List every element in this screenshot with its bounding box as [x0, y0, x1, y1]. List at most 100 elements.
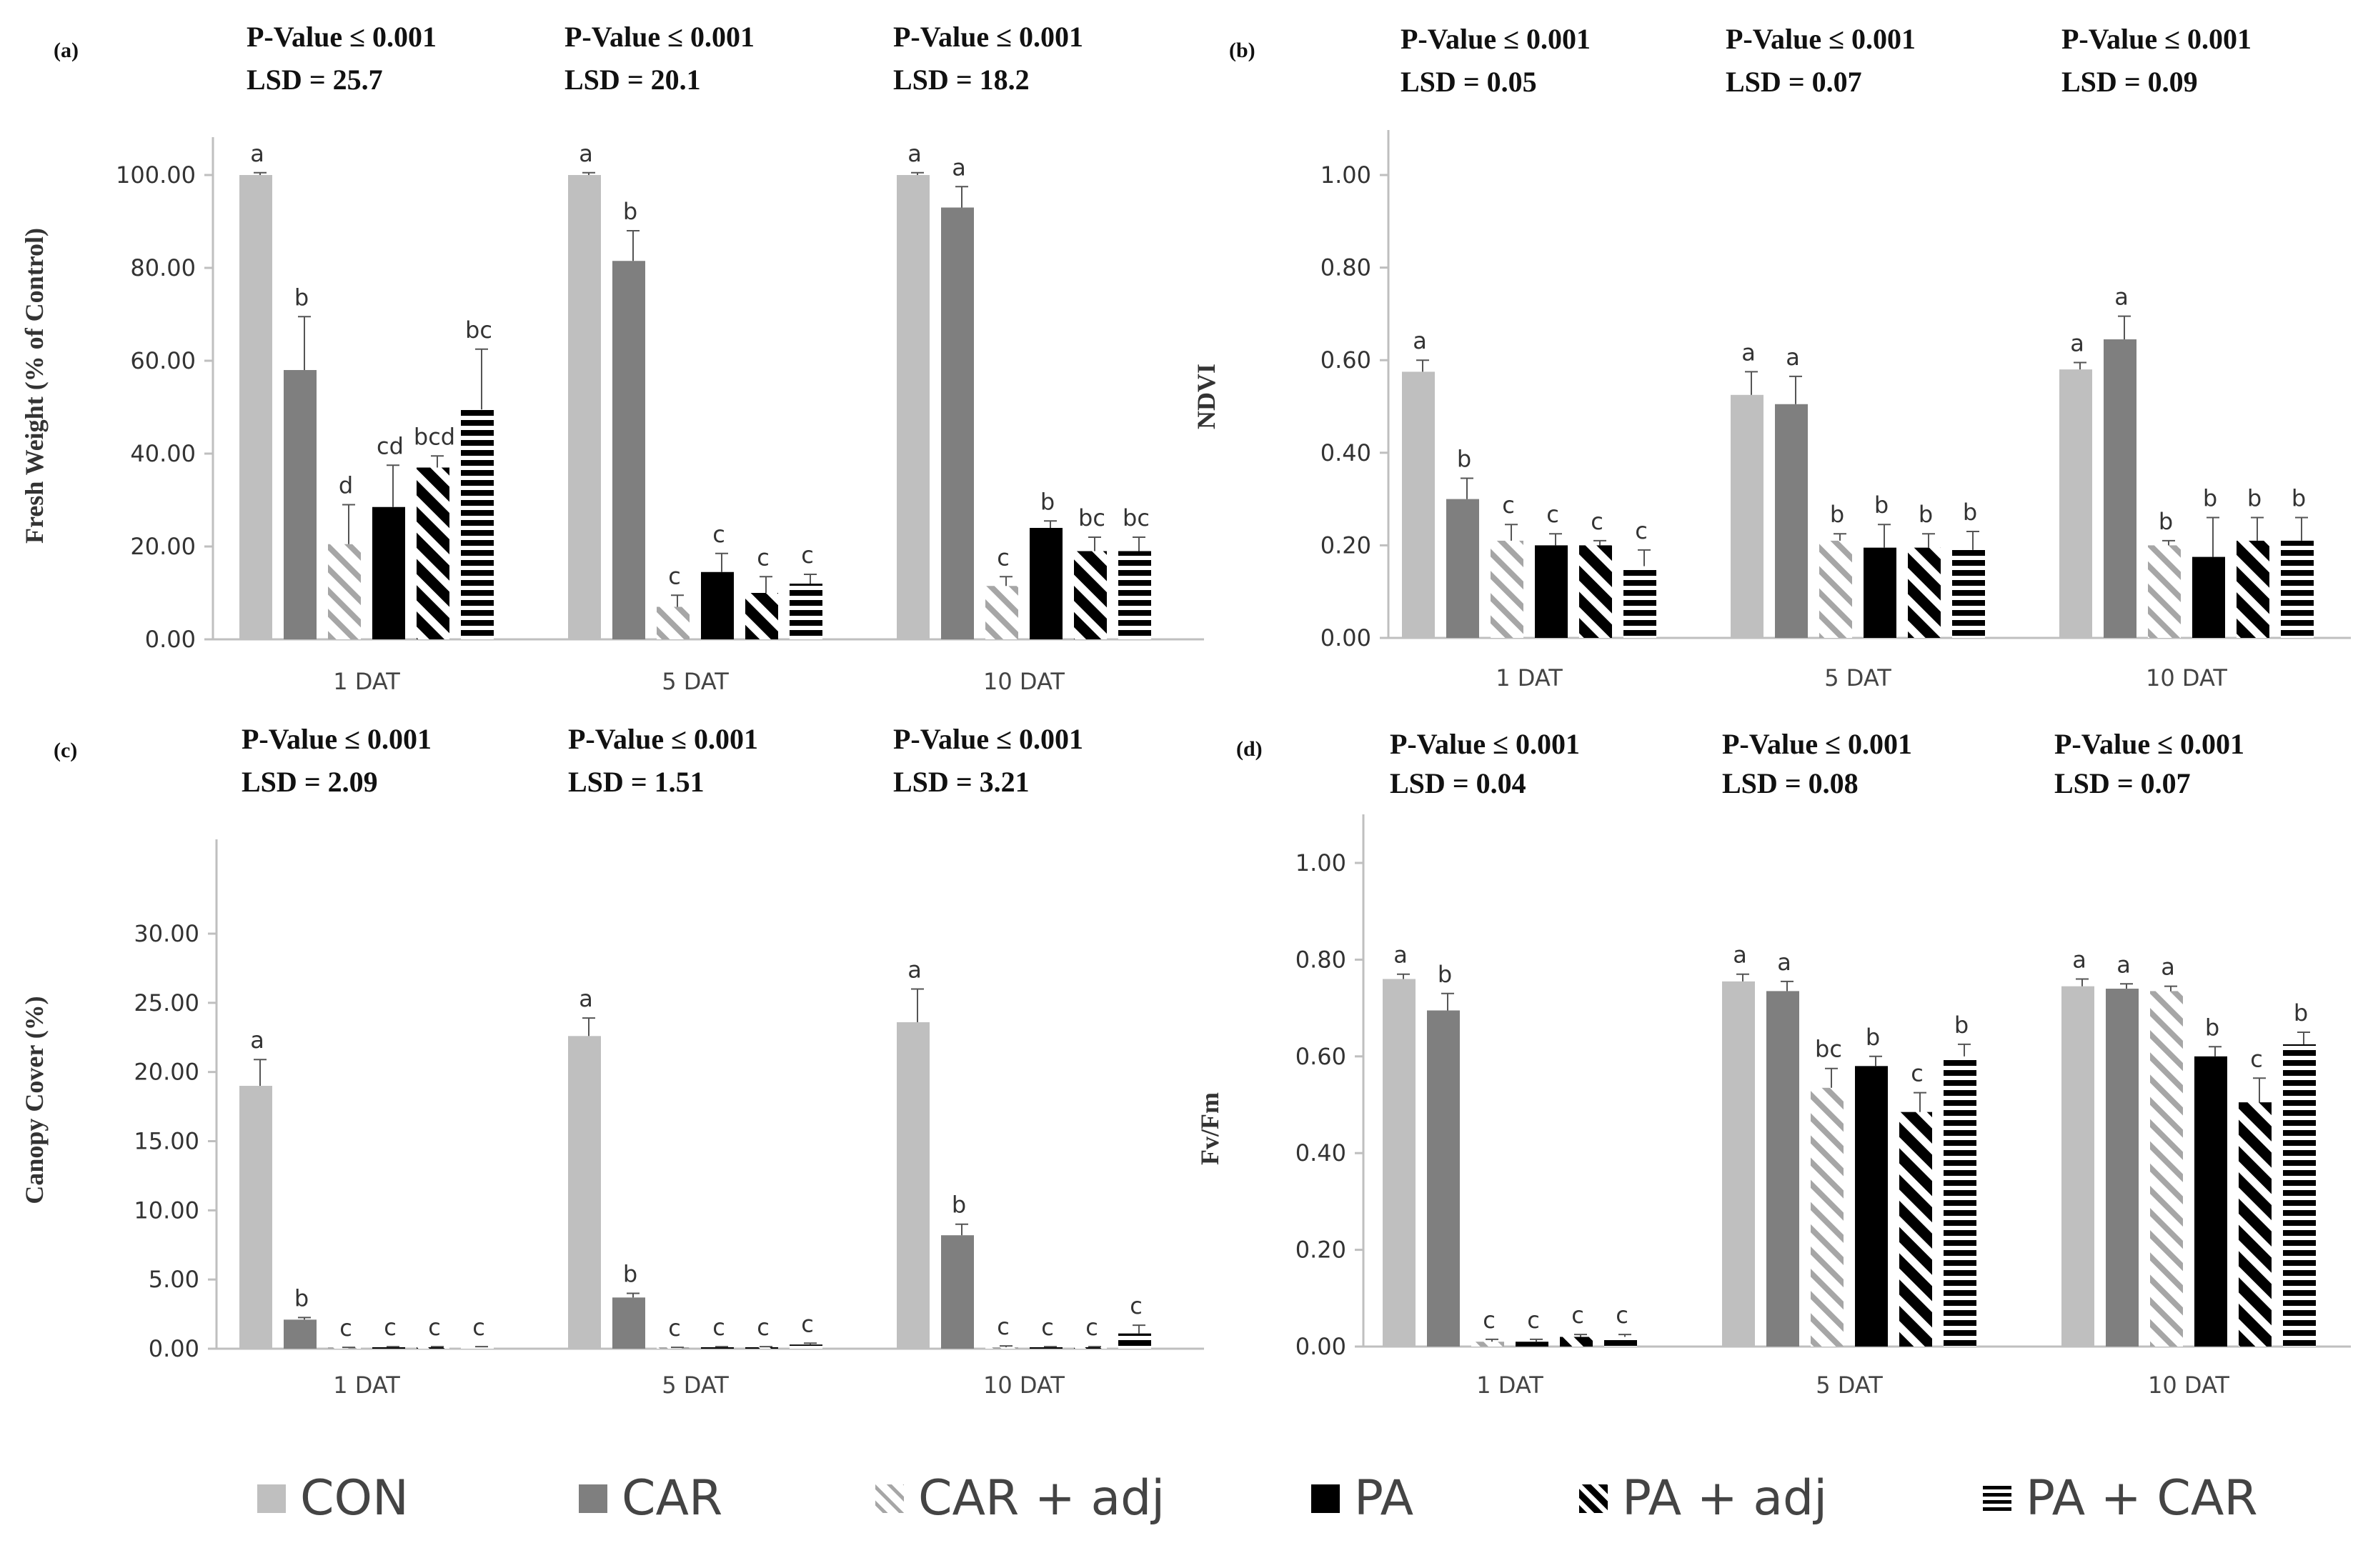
lsd-label: LSD = 0.07	[1726, 66, 1862, 98]
y-tick-label: 10.00	[134, 1197, 199, 1224]
legend-swatch	[1579, 1484, 1608, 1513]
bar	[328, 544, 361, 639]
lsd-label: LSD = 0.05	[1401, 66, 1537, 98]
significance-letter: c	[1571, 1302, 1584, 1329]
panel-label: (d)	[1236, 737, 1263, 761]
bar	[745, 1347, 778, 1349]
bar	[612, 1297, 645, 1349]
bar	[1118, 551, 1151, 639]
bar	[1491, 540, 1523, 638]
p-value-label: P-Value ≤ 0.001	[1390, 728, 1580, 760]
significance-letter: c	[1591, 508, 1603, 535]
y-tick-label: 30.00	[134, 920, 199, 947]
bar	[1899, 1112, 1932, 1347]
chart-panel-1: (a) P-Value ≤ 0.001 LSD = 25.7 P-Value ≤ 0.…	[20, 21, 1204, 695]
significance-letter: b	[1919, 501, 1933, 528]
bar	[790, 1344, 822, 1349]
significance-letter: c	[384, 1314, 397, 1341]
significance-letter: a	[250, 140, 264, 167]
bar	[2059, 369, 2092, 638]
bar	[568, 175, 601, 639]
legend-swatch	[257, 1484, 286, 1513]
significance-letter: a	[907, 956, 922, 983]
y-tick-label: 0.60	[1320, 346, 1371, 374]
chart-panel-3: (c) P-Value ≤ 0.001 LSD = 2.09 P-Value ≤ 0.…	[20, 723, 1204, 1399]
bar	[1908, 547, 1941, 638]
bar	[2061, 986, 2094, 1347]
bar	[2148, 545, 2181, 638]
bar	[1074, 1347, 1107, 1349]
bar	[1118, 1333, 1151, 1349]
significance-letter: b	[1830, 501, 1844, 528]
bar	[2237, 540, 2269, 638]
significance-letter: a	[1786, 344, 1800, 371]
significance-letter: c	[712, 521, 725, 548]
significance-letter: b	[623, 1261, 637, 1288]
p-value-label: P-Value ≤ 0.001	[2061, 23, 2252, 55]
bar	[2283, 1044, 2316, 1347]
bar	[1855, 1066, 1888, 1347]
significance-letter: b	[2247, 485, 2262, 512]
bar	[1535, 545, 1568, 638]
bar	[1471, 1342, 1504, 1347]
bar	[461, 409, 494, 639]
bar	[1579, 545, 1612, 638]
significance-letter: bcd	[414, 423, 455, 450]
significance-letter: a	[1741, 339, 1756, 366]
x-category-label: 5 DAT	[1824, 664, 1891, 691]
y-tick-label: 1.00	[1320, 161, 1371, 189]
panel-label: (c)	[54, 739, 77, 762]
y-tick-label: 5.00	[149, 1266, 199, 1293]
legend-swatch	[875, 1484, 904, 1513]
legend-swatch	[1311, 1484, 1340, 1513]
bar	[2194, 1056, 2227, 1347]
significance-letter: a	[579, 140, 593, 167]
lsd-label: LSD = 0.04	[1390, 767, 1526, 799]
lsd-label: LSD = 3.21	[893, 766, 1030, 798]
significance-letter: bc	[1815, 1036, 1842, 1063]
bar	[657, 606, 690, 639]
significance-letter: a	[579, 985, 593, 1012]
significance-letter: c	[997, 1313, 1010, 1340]
bar	[985, 1347, 1018, 1349]
significance-letter: b	[623, 198, 637, 225]
chart-panel-2: (b) P-Value ≤ 0.001 LSD = 0.05 P-Value ≤ 0.…	[1192, 23, 2351, 691]
y-tick-label: 0.60	[1295, 1043, 1346, 1070]
lsd-label: LSD = 25.7	[247, 64, 383, 96]
significance-letter: b	[2294, 999, 2308, 1027]
significance-letter: c	[801, 1310, 814, 1337]
significance-letter: a	[250, 1027, 264, 1054]
bar	[941, 1235, 974, 1349]
bar	[568, 1036, 601, 1349]
p-value-label: P-Value ≤ 0.001	[893, 21, 1083, 53]
y-tick-label: 20.00	[134, 1059, 199, 1086]
significance-letter: b	[1874, 491, 1889, 519]
bar	[2104, 339, 2136, 638]
significance-letter: c	[757, 544, 770, 571]
y-tick-label: 1.00	[1295, 849, 1346, 877]
significance-letter: a	[1393, 942, 1408, 969]
significance-letter: c	[997, 544, 1010, 571]
lsd-label: LSD = 18.2	[893, 64, 1030, 96]
significance-letter: c	[1546, 501, 1559, 528]
significance-letter: b	[1438, 961, 1452, 988]
legend-label: PA + CAR	[2026, 1470, 2258, 1527]
bar	[461, 1347, 494, 1349]
bar	[1427, 1010, 1460, 1347]
lsd-label: LSD = 20.1	[564, 64, 701, 96]
y-tick-label: 15.00	[134, 1128, 199, 1155]
panel-label: (a)	[54, 39, 79, 62]
significance-letter: c	[801, 541, 814, 569]
x-category-label: 10 DAT	[983, 668, 1065, 695]
significance-letter: a	[1777, 949, 1791, 976]
significance-letter: a	[952, 154, 966, 181]
p-value-label: P-Value ≤ 0.001	[1722, 728, 1912, 760]
x-category-label: 5 DAT	[1816, 1372, 1883, 1399]
significance-letter: c	[1041, 1314, 1054, 1341]
significance-letter: c	[472, 1314, 485, 1341]
significance-letter: c	[1635, 517, 1648, 544]
bar	[1560, 1337, 1593, 1347]
lsd-label: LSD = 0.09	[2061, 66, 2198, 98]
significance-letter: c	[1616, 1302, 1628, 1329]
